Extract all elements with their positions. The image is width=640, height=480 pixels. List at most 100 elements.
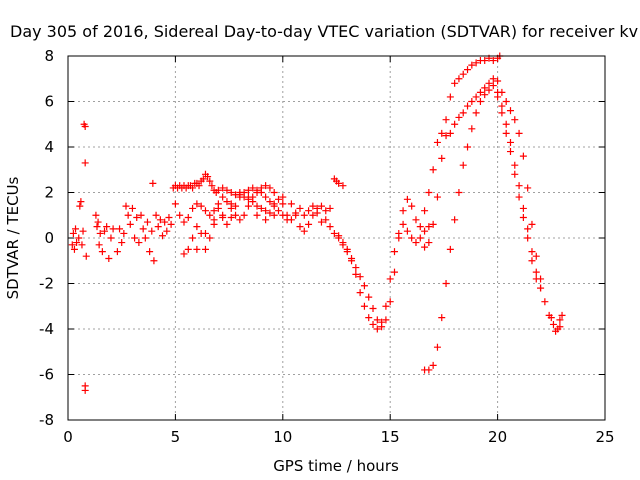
data-point <box>236 189 244 196</box>
data-point <box>193 223 201 231</box>
data-point <box>199 175 207 183</box>
data-point <box>537 275 545 283</box>
data-point <box>472 59 480 67</box>
data-point <box>206 234 214 242</box>
data-point <box>163 227 171 235</box>
data-point <box>244 186 252 194</box>
data-point <box>408 234 416 242</box>
data-point <box>558 311 566 319</box>
data-point <box>506 148 514 156</box>
data-point <box>403 195 411 203</box>
data-point <box>275 195 283 203</box>
data-point <box>266 209 274 217</box>
data-point <box>348 257 356 265</box>
data-point <box>468 98 476 105</box>
data-point <box>438 129 446 137</box>
x-tick-label: 10 <box>273 428 292 446</box>
data-point <box>511 170 519 178</box>
data-point <box>549 320 557 328</box>
data-point <box>126 220 134 228</box>
y-tick-label: 0 <box>44 229 54 247</box>
data-point <box>143 218 151 226</box>
data-point <box>369 320 377 328</box>
data-point <box>464 143 472 151</box>
data-point <box>148 227 156 235</box>
data-point <box>365 293 373 301</box>
data-point <box>227 200 235 208</box>
grid <box>68 56 605 420</box>
data-point <box>266 184 274 192</box>
data-point <box>189 184 197 192</box>
data-point <box>322 216 330 224</box>
data-point <box>107 234 115 242</box>
data-point <box>161 218 169 226</box>
data-point <box>343 248 351 256</box>
data-point <box>446 93 454 101</box>
data-point <box>309 211 317 219</box>
data-point <box>219 184 227 192</box>
data-point <box>72 225 80 233</box>
x-tick-label: 5 <box>171 428 181 446</box>
data-point <box>552 327 560 335</box>
data-point <box>78 241 86 249</box>
data-point <box>270 211 278 219</box>
data-point <box>197 202 205 210</box>
data-point <box>386 298 394 306</box>
data-point <box>201 229 209 237</box>
y-tick-label: -8 <box>39 411 54 429</box>
data-point <box>270 200 278 208</box>
data-point <box>494 93 502 101</box>
x-tick-label: 0 <box>63 428 73 446</box>
data-point <box>206 211 214 219</box>
data-point <box>101 227 109 235</box>
data-point <box>382 316 390 324</box>
data-point <box>300 227 308 235</box>
data-point <box>438 314 446 322</box>
data-point <box>519 204 527 212</box>
data-point <box>532 268 540 276</box>
data-point <box>433 193 441 201</box>
data-point <box>73 239 81 247</box>
data-point <box>149 179 157 187</box>
data-point <box>446 245 454 253</box>
data-points <box>68 52 566 394</box>
data-point <box>219 211 227 219</box>
data-point <box>93 223 101 231</box>
data-point <box>184 245 192 253</box>
data-point <box>257 189 265 196</box>
data-point <box>236 216 244 224</box>
data-point <box>494 77 502 85</box>
data-point <box>313 209 321 217</box>
data-point <box>556 316 564 324</box>
data-point <box>425 239 433 247</box>
y-tick-label: -2 <box>39 275 54 293</box>
data-point <box>95 241 103 249</box>
data-point <box>103 223 111 231</box>
data-point <box>139 225 147 233</box>
data-point <box>455 113 463 121</box>
data-point <box>528 257 536 265</box>
data-point <box>339 241 347 249</box>
y-tick-label: -4 <box>39 320 54 338</box>
data-point <box>326 223 334 231</box>
data-point <box>352 270 360 278</box>
data-point <box>412 239 420 247</box>
data-point <box>451 120 459 128</box>
data-point <box>425 366 433 374</box>
data-point <box>167 220 175 228</box>
data-point <box>300 211 308 219</box>
y-tick-label: 8 <box>44 47 54 65</box>
data-point <box>489 82 497 90</box>
data-point <box>425 189 433 196</box>
data-point <box>156 216 164 224</box>
data-point <box>455 75 463 83</box>
y-tick-label: -6 <box>39 366 54 384</box>
data-point <box>502 98 510 105</box>
data-point <box>412 216 420 224</box>
data-point <box>133 214 141 222</box>
data-point <box>146 248 154 256</box>
data-point <box>109 225 117 233</box>
data-point <box>76 202 84 210</box>
data-point <box>124 211 132 219</box>
data-point <box>511 116 519 124</box>
